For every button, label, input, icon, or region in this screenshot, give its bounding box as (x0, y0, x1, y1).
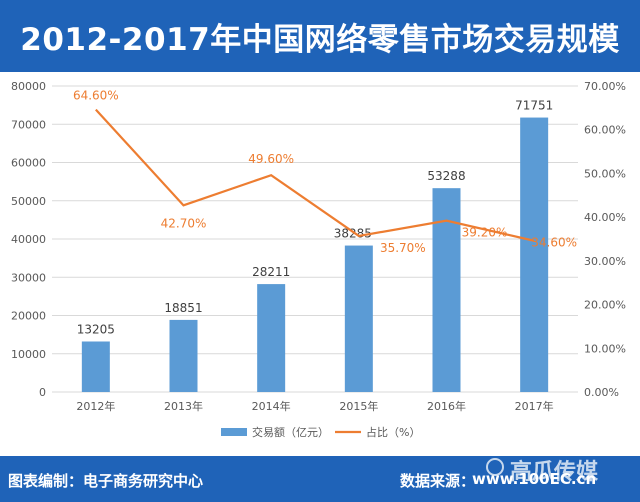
bar-data-label: 28211 (252, 265, 290, 279)
y-right-tick-label: 0.00% (584, 386, 619, 399)
y-left-tick-label: 0 (39, 386, 46, 399)
y-left-tick-label: 70000 (11, 118, 46, 131)
y-right-tick-label: 20.00% (584, 299, 626, 312)
footer-bar: 图表编制：电子商务研究中心 数据来源： 高瓜传媒 www.100EC.cn (0, 456, 640, 502)
bar-data-label: 38285 (334, 227, 372, 241)
y-left-tick-label: 80000 (11, 80, 46, 93)
line-series-ratio (95, 108, 535, 242)
y-left-tick-label: 60000 (11, 157, 46, 170)
bar (520, 117, 549, 392)
title-bar: 2012-2017年中国网络零售市场交易规模 (0, 0, 640, 72)
y-left-tick-label: 10000 (11, 348, 46, 361)
x-tick-label: 2014年 (252, 399, 291, 413)
x-tick-label: 2013年 (164, 399, 203, 413)
bar-data-label: 13205 (77, 322, 115, 336)
y-right-tick-label: 50.00% (584, 167, 626, 180)
y-right-tick-label: 40.00% (584, 211, 626, 224)
x-tick-label: 2016年 (427, 399, 466, 413)
bar-data-label: 53288 (427, 169, 465, 183)
legend-label-line: 占比（%） (366, 425, 420, 439)
y-left-tick-label: 20000 (11, 310, 46, 323)
y-right-tick-label: 10.00% (584, 342, 626, 355)
bar (344, 245, 373, 392)
line-data-label: 49.60% (248, 152, 294, 166)
line-data-label: 39.20% (462, 226, 508, 240)
y-right-tick-label: 70.00% (584, 80, 626, 93)
y-right-tick-label: 30.00% (584, 255, 626, 268)
bar-data-label: 18851 (164, 301, 202, 315)
footer-source-label: 数据来源： (400, 472, 476, 490)
y-left-tick-label: 30000 (11, 271, 46, 284)
combo-chart: 0 10000 20000 30000 40000 50000 60000 70000 8000… (11, 80, 626, 439)
line-data-label: 35.70% (380, 241, 426, 255)
bar (432, 188, 461, 392)
watermark-text: 高瓜传媒 (510, 460, 599, 485)
y-right-tick-label: 60.00% (584, 124, 626, 137)
x-tick-label: 2012年 (76, 399, 115, 413)
bar (169, 319, 198, 392)
x-tick-label: 2015年 (339, 399, 378, 413)
line-data-label: 64.60% (73, 89, 119, 103)
bar (257, 284, 286, 392)
legend-label-bar: 交易额（亿元） (252, 425, 329, 439)
chart-area: 0 10000 20000 30000 40000 50000 60000 70000 8000… (0, 72, 640, 456)
legend-swatch-bar (221, 428, 247, 436)
watermark-logo-icon (486, 458, 504, 476)
bar-data-label: 71751 (515, 99, 553, 113)
line-data-label: 42.70% (161, 216, 207, 230)
bar (81, 341, 110, 392)
line-data-label: 34.60% (531, 236, 577, 250)
chart-title: 2012-2017年中国网络零售市场交易规模 (20, 21, 620, 58)
footer-source-url: www.100EC.cn (472, 470, 597, 488)
y-left-tick-label: 50000 (11, 195, 46, 208)
footer-compiler-text: 图表编制：电子商务研究中心 (8, 472, 204, 490)
y-left-tick-label: 40000 (11, 233, 46, 246)
x-tick-label: 2017年 (515, 399, 554, 413)
